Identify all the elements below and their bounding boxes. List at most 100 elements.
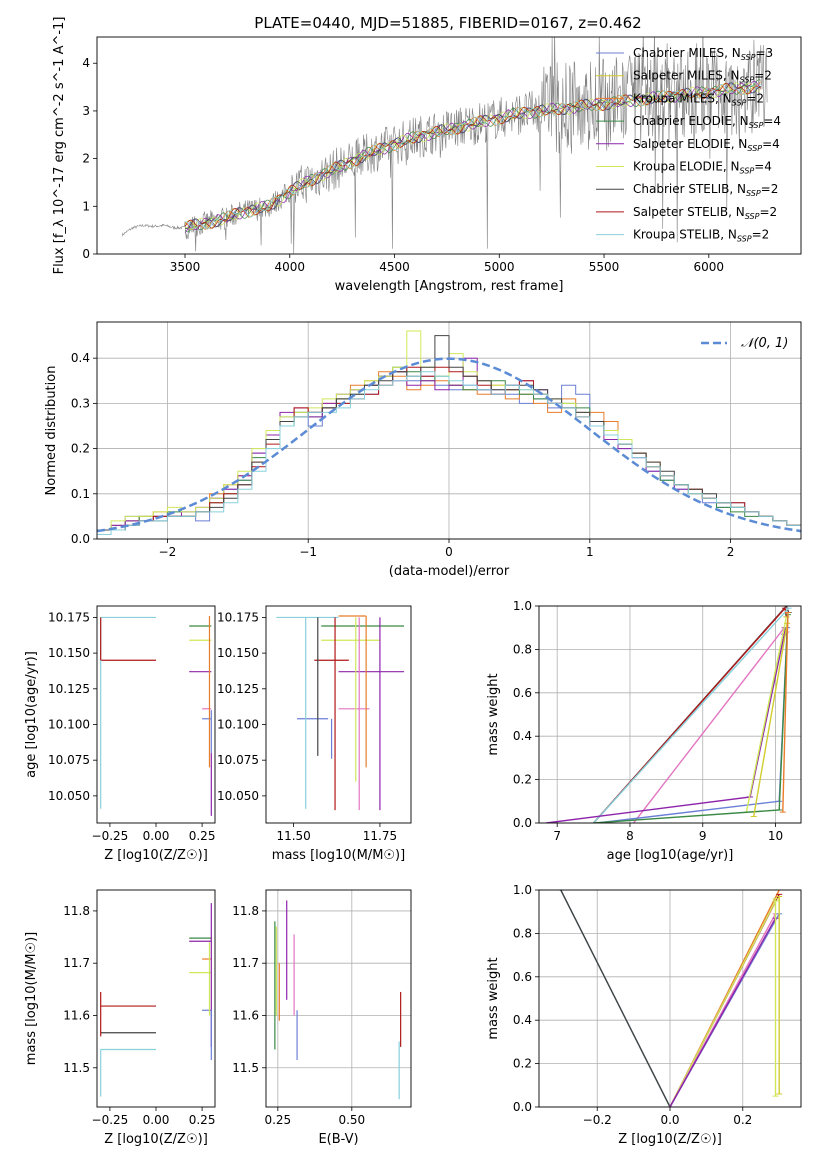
y-tick-label: 10.100 <box>217 717 259 731</box>
y-axis-label: Normed distribution <box>44 366 59 496</box>
legend-label: Chabrier ELODIE, NSSP=4 <box>633 114 781 130</box>
x-tick-label: 10 <box>768 829 783 843</box>
y-tick-label: 11.6 <box>63 1008 90 1022</box>
legend-label: 𝒩(0, 1) <box>741 336 788 351</box>
x-tick-label: 11.50 <box>276 829 310 843</box>
x-tick-label: −0.25 <box>92 1113 129 1127</box>
y-tick-label: 0.3 <box>71 396 90 410</box>
x-tick-label: 0.50 <box>338 1113 365 1127</box>
mass-weight-vs-metallicity-panel: −0.2 0.0 0.2 0.0 0.2 0.4 0.6 0.8 1.0 Z [log10(Z/Z… <box>486 883 802 1147</box>
y-tick-label: 11.8 <box>232 904 259 918</box>
mass-vs-metallicity-panel: −0.25 0.00 0.25 11.5 11.6 11.7 11.8 Z [log10(Z/… <box>24 889 216 1147</box>
mass-weight-line <box>597 627 788 823</box>
x-tick-label: 4500 <box>379 260 410 274</box>
y-tick-label: 11.5 <box>232 1061 259 1075</box>
x-tick-label: 0.2 <box>733 1113 752 1127</box>
x-tick-label: 4000 <box>274 260 305 274</box>
x-tick-label: −1 <box>299 545 317 559</box>
mass-weight-line <box>753 623 788 817</box>
plot-area <box>100 903 212 1097</box>
y-tick-label: 10.150 <box>48 646 90 660</box>
y-tick-label: 10.125 <box>48 682 90 696</box>
x-tick-label: 9 <box>699 829 707 843</box>
y-tick-label: 11.5 <box>63 1061 90 1075</box>
axes-frame <box>265 605 412 824</box>
mass-weight-line <box>546 627 787 823</box>
legend-label: Chabrier STELIB, NSSP=2 <box>633 182 778 198</box>
y-tick-label: 10.125 <box>217 682 259 696</box>
plot-area <box>543 606 792 823</box>
plot-area <box>557 890 783 1107</box>
y-tick-label: 0.2 <box>513 1057 532 1071</box>
x-axis-label: wavelength [Angstrom, rest frame] <box>335 279 564 294</box>
model-spectrum-line <box>184 82 762 230</box>
y-tick-label: 0 <box>82 247 90 261</box>
mass-weight-line <box>669 900 777 1107</box>
mass-weight-line <box>782 612 789 813</box>
x-tick-label: 0.00 <box>143 1113 170 1127</box>
x-tick-label: 6000 <box>694 260 725 274</box>
y-tick-label: 11.7 <box>232 956 259 970</box>
y-tick-label: 0.4 <box>71 351 90 365</box>
x-tick-label: 2 <box>727 545 735 559</box>
axes-frame <box>265 889 412 1108</box>
x-tick-label: 0.25 <box>189 829 216 843</box>
axes-frame <box>538 889 802 1108</box>
x-tick-label: 0 <box>445 545 453 559</box>
y-tick-label: 10.075 <box>48 753 90 767</box>
y-tick-label: 0.2 <box>71 442 90 456</box>
histogram-step-line <box>97 357 801 531</box>
y-tick-label: 4 <box>82 56 90 70</box>
y-tick-label: 10.150 <box>217 646 259 660</box>
y-tick-label: 10.075 <box>217 753 259 767</box>
histogram-step-line <box>97 371 801 535</box>
x-axis-label: Z [log10(Z/Z☉)] <box>104 848 208 863</box>
axes-frame <box>96 889 216 1108</box>
plot-area <box>274 900 402 1100</box>
model-spectrum-line <box>184 83 762 230</box>
residual-histogram-panel: −2 −1 0 1 2 0.0 0.1 0.2 0.3 0.4 (data-model)/error… <box>44 321 802 579</box>
x-axis-label: Z [log10(Z/Z☉)] <box>618 1132 722 1147</box>
y-tick-label: 1.0 <box>513 883 532 897</box>
mass-weight-line <box>560 890 671 1107</box>
legend-label: Chabrier MILES, NSSP=3 <box>633 46 773 62</box>
x-axis-label: E(B-V) <box>318 1132 358 1147</box>
y-tick-label: 10.050 <box>217 789 259 803</box>
legend-label: Kroupa STELIB, NSSP=2 <box>633 228 769 244</box>
y-tick-label: 0.6 <box>513 970 532 984</box>
x-axis-label: mass [log10(M/M☉)] <box>272 848 405 863</box>
mass-weight-line <box>745 616 788 813</box>
spectrum-panel: 3500 4000 4500 5000 5500 6000 0 1 2 3 4 wavelength … <box>52 17 802 294</box>
axes-frame <box>96 36 802 255</box>
age-vs-mass-panel: 11.50 11.75 10.050 10.075 10.100 10.125 10.150… <box>217 605 412 863</box>
y-tick-label: 0.6 <box>513 686 532 700</box>
y-tick-label: 0.4 <box>513 1013 532 1027</box>
x-tick-label: 11.75 <box>363 829 397 843</box>
axes-frame <box>538 605 802 824</box>
y-axis-label: age [log10(age/yr)] <box>24 651 39 778</box>
x-tick-label: 0.0 <box>660 1113 679 1127</box>
plot-area <box>97 330 801 535</box>
y-axis-label: mass weight <box>486 957 501 1039</box>
y-tick-label: 1 <box>82 199 90 213</box>
y-tick-label: 0.8 <box>513 926 532 940</box>
x-tick-label: 1 <box>586 545 594 559</box>
y-axis-label: mass weight <box>486 673 501 755</box>
plot-area <box>121 37 768 254</box>
y-axis-label: Flux [f_λ 10^-17 erg cm^-2 s^-1 A^-1] <box>52 17 67 275</box>
x-tick-label: 7 <box>553 829 561 843</box>
y-tick-label: 2 <box>82 152 90 166</box>
y-tick-label: 0.0 <box>513 1100 532 1114</box>
legend-label: Salpeter MILES, NSSP=2 <box>633 69 772 85</box>
mass-vs-ebv-panel: 0.25 0.50 11.5 11.6 11.7 11.8 E(B-V) <box>232 889 412 1147</box>
y-tick-label: 0.8 <box>513 642 532 656</box>
y-tick-label: 10.100 <box>48 717 90 731</box>
y-tick-label: 10.175 <box>48 610 90 624</box>
mass-weight-line <box>669 917 777 1107</box>
mass-weight-line <box>593 607 790 823</box>
x-tick-label: 0.00 <box>143 829 170 843</box>
y-tick-label: 0.1 <box>71 487 90 501</box>
y-tick-label: 0.0 <box>513 816 532 830</box>
gaussian-curve <box>97 357 801 533</box>
